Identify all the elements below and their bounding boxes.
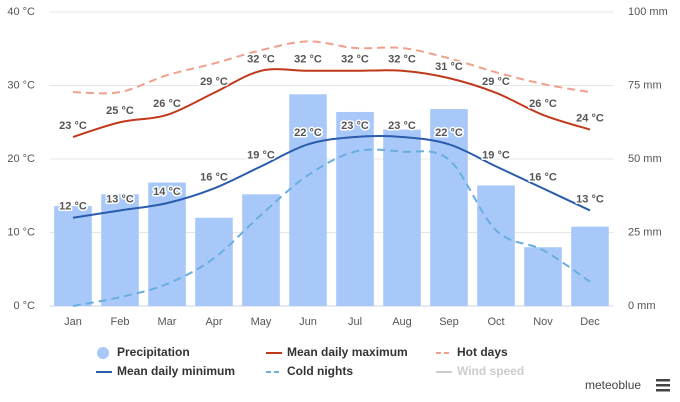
data-label: 14 °C xyxy=(153,186,181,198)
data-label: 23 °C xyxy=(341,120,369,132)
y-tick-label: 0 °C xyxy=(13,300,35,312)
bar xyxy=(336,111,374,307)
bar xyxy=(383,129,421,306)
y2-tick-label: 25 mm xyxy=(628,226,662,238)
legend-label: Hot days xyxy=(457,345,508,359)
y-tick-label: 30 °C xyxy=(7,79,35,91)
lines xyxy=(72,40,591,307)
x-tick-label: Sep xyxy=(439,316,459,328)
data-label: 24 °C xyxy=(576,113,604,125)
bar xyxy=(54,206,92,306)
legend-symbol xyxy=(97,347,109,359)
y2-tick-label: 50 mm xyxy=(628,153,662,165)
y-tick-label: 10 °C xyxy=(7,226,35,238)
legend-item[interactable]: Wind speed xyxy=(436,364,524,378)
y2-tick-label: 0 mm xyxy=(628,300,656,312)
data-label: 23 °C xyxy=(59,120,87,132)
grid xyxy=(49,11,614,307)
x-tick-label: Apr xyxy=(205,316,222,328)
data-label: 19 °C xyxy=(247,149,275,161)
data-label: 13 °C xyxy=(106,193,134,205)
data-label: 29 °C xyxy=(482,76,510,88)
data-label: 19 °C xyxy=(482,149,510,161)
data-label: 32 °C xyxy=(294,54,322,66)
data-label: 13 °C xyxy=(576,193,604,205)
legend-label: Cold nights xyxy=(287,364,353,378)
data-label: 32 °C xyxy=(247,54,275,66)
data-label: 32 °C xyxy=(388,54,416,66)
legend-item[interactable]: Precipitation xyxy=(97,345,190,359)
data-label: 29 °C xyxy=(200,76,228,88)
x-tick-label: Jan xyxy=(64,316,82,328)
legend-label: Precipitation xyxy=(117,345,190,359)
legend-item[interactable]: Hot days xyxy=(436,345,508,359)
data-label: 31 °C xyxy=(435,61,463,73)
data-label: 16 °C xyxy=(200,171,228,183)
data-label: 23 °C xyxy=(388,120,416,132)
y-tick-label: 20 °C xyxy=(7,153,35,165)
x-tick-label: May xyxy=(251,316,272,328)
x-tick-label: Feb xyxy=(111,316,130,328)
line xyxy=(72,148,591,307)
legend-item[interactable]: Cold nights xyxy=(266,364,353,378)
bar xyxy=(242,194,280,306)
bar xyxy=(524,247,562,306)
bar xyxy=(571,226,609,306)
legend-item[interactable]: Mean daily maximum xyxy=(266,345,408,359)
bar xyxy=(195,217,233,306)
menu-icon[interactable] xyxy=(656,379,670,392)
x-tick-label: Aug xyxy=(392,316,412,328)
line xyxy=(72,68,591,138)
data-label: 32 °C xyxy=(341,54,369,66)
bar xyxy=(148,182,186,306)
legend-label: Mean daily maximum xyxy=(287,345,408,359)
x-tick-label: Jun xyxy=(299,316,317,328)
data-label: 22 °C xyxy=(294,127,322,139)
legend-label: Mean daily minimum xyxy=(117,364,235,378)
bar xyxy=(477,185,515,306)
data-label: 12 °C xyxy=(59,201,87,213)
data-label: 26 °C xyxy=(153,98,181,110)
y-tick-label: 40 °C xyxy=(7,6,35,18)
x-tick-label: Dec xyxy=(580,316,600,328)
bar xyxy=(289,94,327,306)
data-label: 16 °C xyxy=(529,171,557,183)
brand: meteoblue xyxy=(585,378,641,392)
legend-item[interactable]: Mean daily minimum xyxy=(96,364,235,378)
line xyxy=(72,40,591,95)
x-tick-label: Oct xyxy=(487,316,504,328)
y2-tick-label: 100 mm xyxy=(628,6,668,18)
data-label: 25 °C xyxy=(106,105,134,117)
data-label: 26 °C xyxy=(529,98,557,110)
data-labels: 23 °C 25 °C 26 °C 29 °C 32 °C 32 °C 32 °C 32 °C… xyxy=(58,52,606,214)
x-tick-label: Jul xyxy=(348,316,362,328)
data-label: 22 °C xyxy=(435,127,463,139)
bars xyxy=(54,94,609,307)
x-tick-label: Nov xyxy=(533,316,553,328)
x-tick-label: Mar xyxy=(158,316,177,328)
y2-tick-label: 75 mm xyxy=(628,79,662,91)
legend-label: Wind speed xyxy=(457,364,524,378)
line xyxy=(72,135,591,219)
